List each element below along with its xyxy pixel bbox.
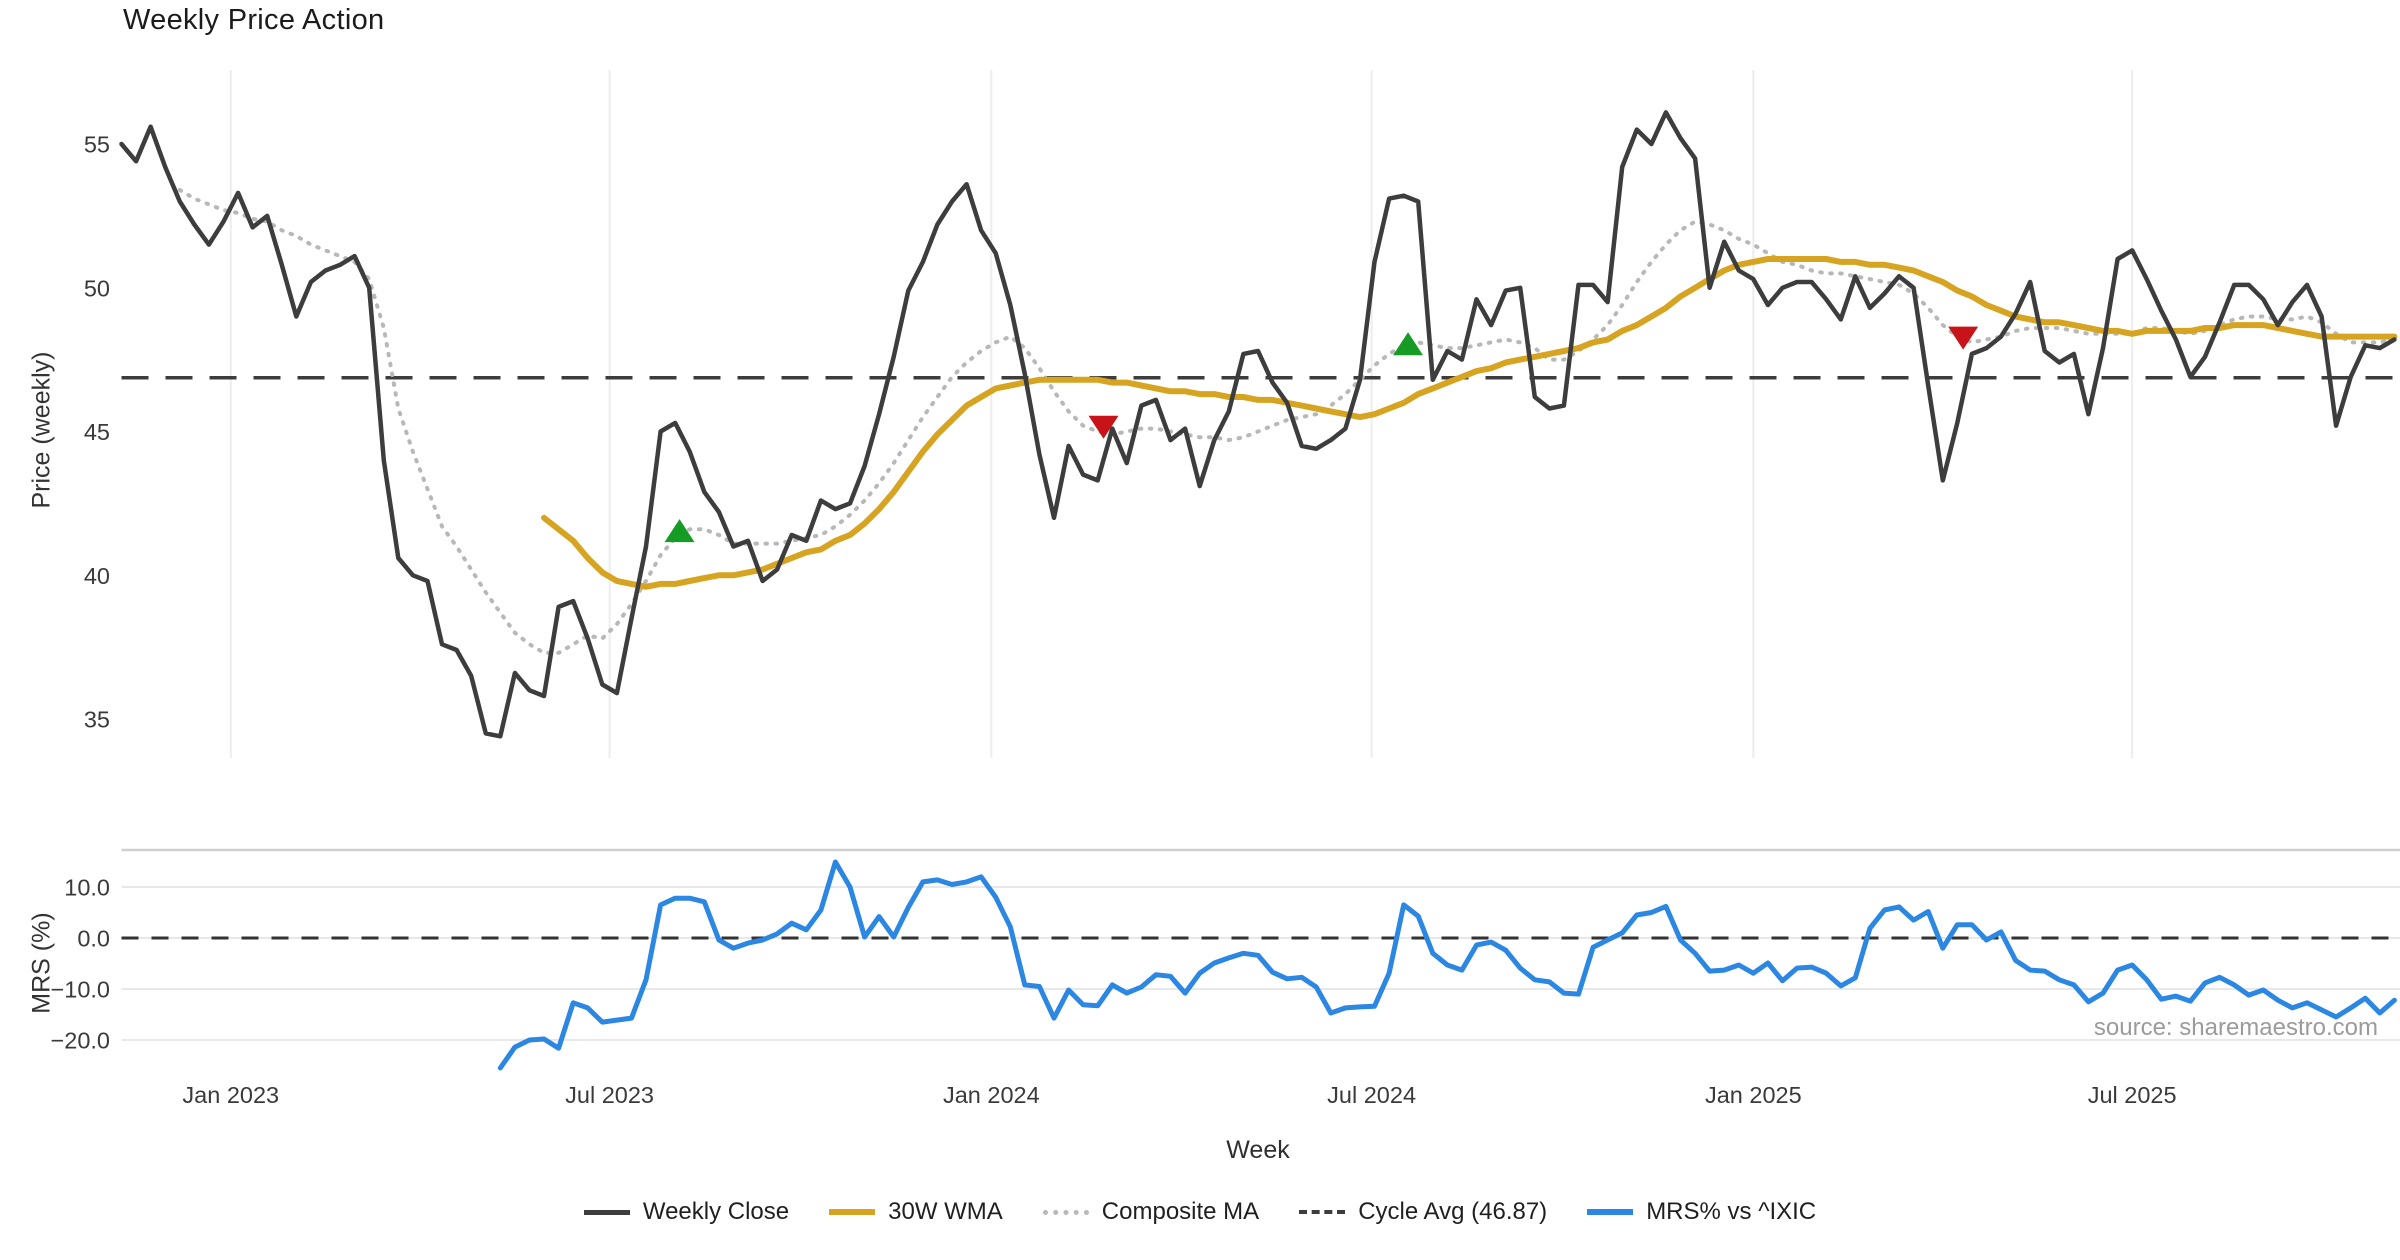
x-tick-label: Jan 2023 <box>182 1082 279 1108</box>
wma-line <box>541 256 2398 590</box>
price-tick-label: 45 <box>84 419 110 445</box>
mrs-axis-label: MRS (%) <box>27 912 56 1014</box>
sell-signal-marker <box>1948 326 1979 350</box>
mrs-tick-label: 0.0 <box>77 926 110 952</box>
x-tick-label: Jan 2024 <box>943 1082 1040 1108</box>
page-title: Weekly Price Action <box>123 4 385 36</box>
price-tick-label: 40 <box>84 563 110 589</box>
legend-label: Cycle Avg (46.87) <box>1358 1198 1548 1225</box>
composite-ma-line <box>177 188 2397 655</box>
legend-item-cycle-avg: Cycle Avg (46.87) <box>1299 1198 1547 1226</box>
weekly-close-swatch <box>583 1209 630 1215</box>
legend-label: Weekly Close <box>642 1198 790 1225</box>
legend-label: 30W WMA <box>888 1198 1003 1225</box>
price-tick-label: 35 <box>84 707 110 733</box>
x-tick-label: Jul 2024 <box>1327 1082 1416 1108</box>
x-axis-label: Week <box>1226 1136 1290 1164</box>
buy-signal-marker <box>1393 332 1424 356</box>
composite-ma-swatch <box>1042 1209 1089 1215</box>
sell-signal-marker <box>1088 415 1119 439</box>
legend-item-mrs: MRS% vs ^IXIC <box>1587 1198 1816 1226</box>
legend-item-30w-wma: 30W WMA <box>829 1198 1003 1226</box>
legend-item-weekly-close: Weekly Close <box>583 1198 790 1226</box>
legend-label: Composite MA <box>1101 1198 1260 1225</box>
price-tick-label: 55 <box>84 132 110 158</box>
x-tick-label: Jul 2025 <box>2088 1082 2177 1108</box>
buy-signal-marker <box>664 519 695 543</box>
x-tick-label: Jul 2023 <box>565 1082 654 1108</box>
weekly-close-line <box>119 110 2397 739</box>
mrs-swatch <box>1587 1209 1634 1215</box>
mrs-tick-label: 10.0 <box>64 875 110 901</box>
mrs-tick-label: −20.0 <box>51 1028 110 1054</box>
price-tick-label: 50 <box>84 275 110 301</box>
chart-legend: Weekly Close 30W WMA Composite MA Cycle … <box>0 1198 2400 1226</box>
cycle-avg-swatch <box>1299 1210 1346 1214</box>
wma-swatch <box>829 1209 876 1215</box>
source-note: source: sharemaestro.com <box>2093 1014 2378 1041</box>
mrs-tick-label: −10.0 <box>51 977 110 1003</box>
mrs-line <box>497 859 2397 1071</box>
x-tick-label: Jan 2025 <box>1705 1082 1802 1108</box>
legend-item-composite-ma: Composite MA <box>1042 1198 1260 1226</box>
price-axis-label: Price (weekly) <box>27 351 56 509</box>
legend-label: MRS% vs ^IXIC <box>1646 1198 1817 1225</box>
